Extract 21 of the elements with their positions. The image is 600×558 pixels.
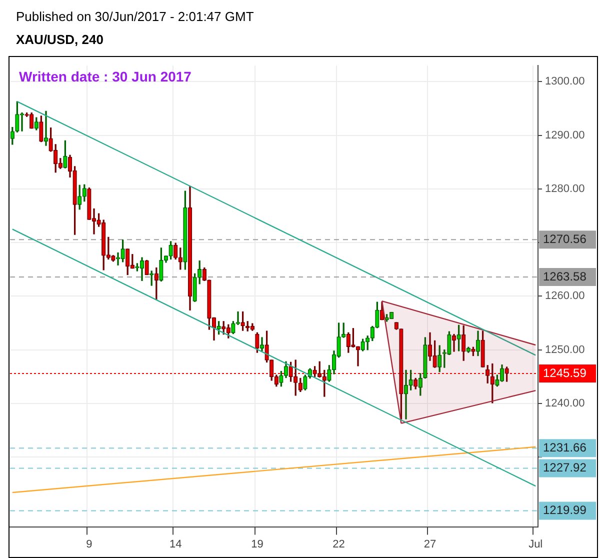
y-tick-label: 1290.00 — [545, 129, 585, 142]
ref-line-label: 1231.66 — [543, 440, 587, 454]
ref-line-label: 1270.56 — [543, 232, 587, 246]
ref-line-label: 1263.58 — [543, 269, 587, 284]
x-tick-label: 14 — [169, 538, 182, 550]
x-tick-label: Jul — [528, 538, 543, 550]
chart-subtitle: Published on 30/Jun/2017 - 2:01:47 GMT — [16, 9, 254, 24]
y-tick-label: 1280.00 — [545, 182, 585, 195]
y-tick-label: 1250.00 — [545, 344, 585, 356]
x-tick-label: 27 — [424, 538, 436, 550]
chart-title: XAU/USD, 240 — [16, 32, 104, 47]
x-tick-label: 19 — [251, 538, 264, 550]
x-tick-label: 9 — [86, 538, 92, 550]
y-tick-label: 1240.00 — [545, 397, 585, 410]
ref-line-label: 1219.99 — [543, 503, 587, 518]
ref-line-label: 1245.59 — [543, 366, 587, 380]
annotation: Written date : 30 Jun 2017 — [19, 68, 192, 84]
x-tick-label: 22 — [332, 538, 345, 550]
ref-line-label: 1227.92 — [543, 460, 587, 475]
y-tick-label: 1260.00 — [545, 290, 585, 302]
y-tick-label: 1300.00 — [545, 76, 585, 88]
